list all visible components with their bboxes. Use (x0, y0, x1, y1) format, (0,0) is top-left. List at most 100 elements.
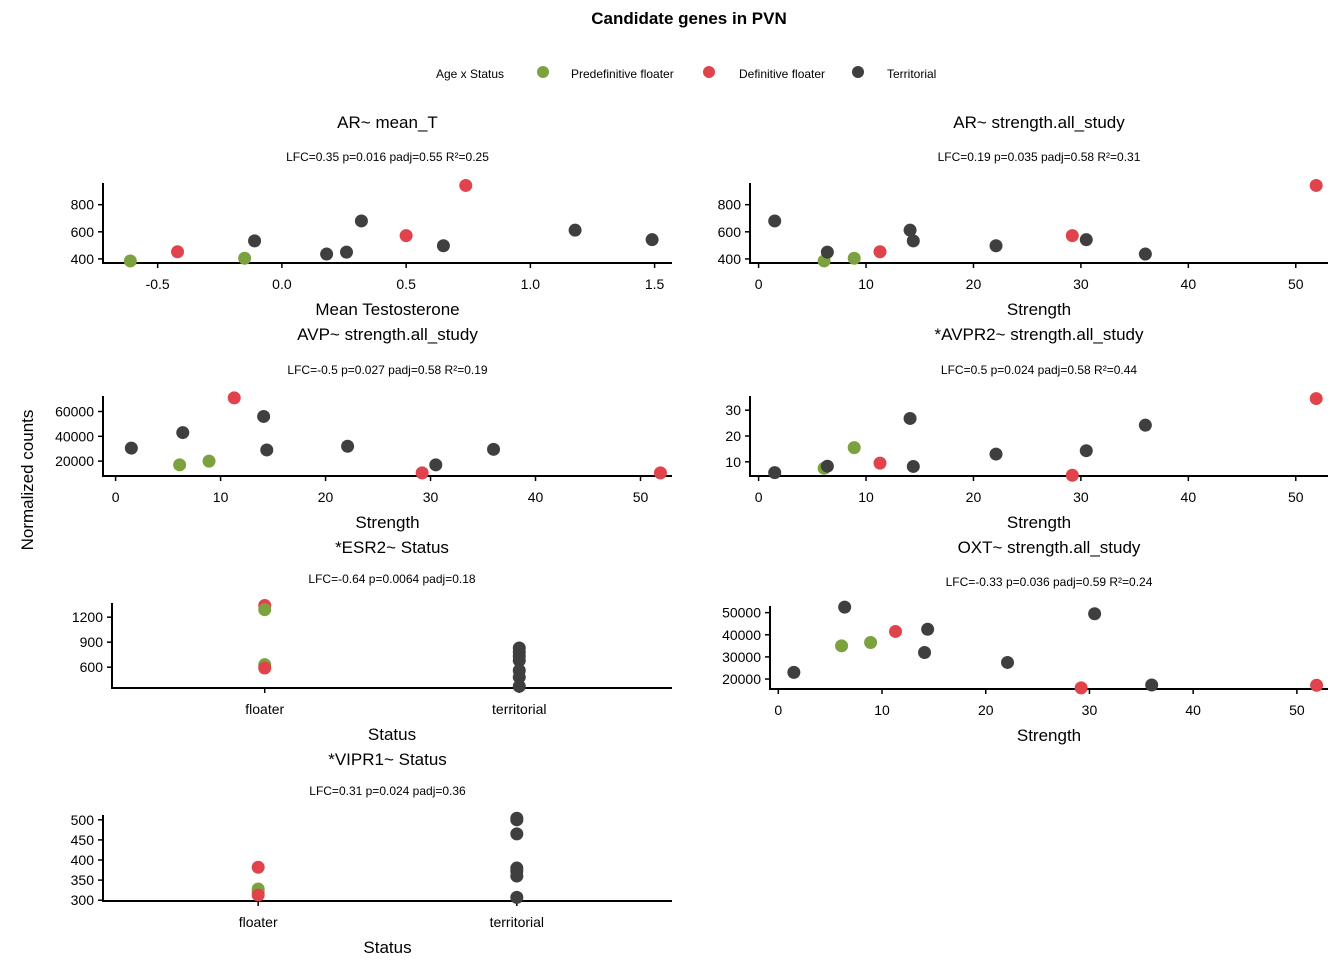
data-point-terr (124, 441, 138, 455)
data-point-def (459, 178, 473, 192)
data-point-terr (989, 239, 1003, 253)
y-tick-label: 800 (718, 197, 742, 213)
x-tick-label: 10 (213, 489, 229, 505)
data-point-terr (1079, 444, 1093, 458)
x-axis-label: Strength (355, 513, 419, 532)
data-point-terr (510, 827, 524, 841)
panel-stats: LFC=0.19 p=0.035 padj=0.58 R²=0.31 (938, 150, 1141, 164)
x-tick-label: 50 (1289, 702, 1305, 718)
data-point-pred (173, 458, 187, 472)
data-point-def (888, 624, 902, 638)
x-tick-label: 10 (858, 489, 874, 505)
panel-stats: LFC=0.35 p=0.016 padj=0.55 R²=0.25 (286, 150, 489, 164)
y-tick-label: 300 (71, 892, 95, 908)
data-point-terr (768, 466, 782, 480)
y-tick-label: 40000 (722, 627, 761, 643)
x-tick-label: 40 (1185, 702, 1201, 718)
data-point-pred (202, 454, 216, 468)
x-tick-label: 0 (774, 702, 782, 718)
data-point-terr (768, 214, 782, 228)
y-tick-label: 600 (71, 224, 95, 240)
y-tick-label: 10 (725, 454, 741, 470)
data-point-terr (921, 622, 935, 636)
y-tick-label: 900 (80, 634, 104, 650)
figure-title: Candidate genes in PVN (591, 9, 787, 28)
data-point-terr (510, 890, 524, 904)
y-tick-label: 600 (80, 659, 104, 675)
data-point-pred (847, 441, 861, 455)
data-point-terr (645, 233, 659, 247)
panel-stats: LFC=-0.5 p=0.027 padj=0.58 R²=0.19 (287, 363, 487, 377)
data-point-terr (989, 447, 1003, 461)
data-point-terr (340, 245, 354, 259)
data-point-terr (320, 247, 334, 261)
x-tick-label: 1.0 (521, 276, 541, 292)
x-tick-label: 0.5 (396, 276, 416, 292)
y-tick-label: 50000 (722, 605, 761, 621)
legend-swatch-predefinitive-floater (537, 66, 549, 78)
data-point-terr (429, 458, 443, 472)
legend: Age x Status Predefinitive floater Defin… (436, 66, 936, 81)
x-tick-label: 0 (755, 276, 763, 292)
data-point-def (227, 391, 241, 405)
data-point-terr (903, 223, 917, 237)
x-axis-label: Strength (1007, 300, 1071, 319)
data-point-pred (238, 251, 252, 265)
data-point-def (873, 245, 887, 259)
y-tick-label: 20000 (722, 671, 761, 687)
panel-stats: LFC=-0.33 p=0.036 padj=0.59 R²=0.24 (946, 575, 1153, 589)
data-point-terr (820, 459, 834, 473)
data-point-def (251, 860, 265, 874)
y-axis-label: Normalized counts (18, 410, 37, 551)
data-point-def (653, 466, 667, 480)
data-point-terr (341, 439, 355, 453)
data-point-terr (1088, 607, 1102, 621)
data-point-terr (787, 665, 801, 679)
x-axis-label: Strength (1017, 726, 1081, 745)
data-point-terr (487, 442, 501, 456)
panel-1: AR~ mean_T LFC=0.35 p=0.016 padj=0.55 R²=… (71, 113, 672, 319)
x-tick-label: 50 (1288, 489, 1304, 505)
panel-title: *VIPR1~ Status (328, 750, 447, 769)
panel-4: *AVPR2~ strength.all_study LFC=0.5 p=0.02… (725, 325, 1328, 532)
y-tick-label: 1200 (72, 609, 103, 625)
panel-stats: LFC=0.31 p=0.024 padj=0.36 (309, 784, 466, 798)
data-point-def (1065, 229, 1079, 243)
data-point-def (171, 245, 185, 259)
data-point-terr (903, 411, 917, 425)
data-point-def (1309, 392, 1323, 406)
x-tick-label: 20 (966, 276, 982, 292)
data-point-terr (176, 426, 190, 440)
data-point-def (251, 888, 265, 902)
y-tick-label: 20 (725, 428, 741, 444)
data-point-terr (906, 234, 920, 248)
data-point-pred (123, 254, 137, 268)
data-point-terr (838, 600, 852, 614)
x-tick-label: territorial (492, 701, 546, 717)
x-tick-label: 0 (755, 489, 763, 505)
data-point-pred (847, 251, 861, 265)
panel-5: *ESR2~ Status LFC=-0.64 p=0.0064 padj=0.1… (72, 538, 672, 744)
y-tick-label: 30 (725, 402, 741, 418)
x-tick-label: 20 (978, 702, 994, 718)
x-tick-label: 1.5 (645, 276, 665, 292)
data-point-terr (1001, 655, 1015, 669)
legend-title: Age x Status (436, 67, 504, 81)
legend-swatch-definitive-floater (703, 66, 715, 78)
data-point-terr (1145, 678, 1159, 692)
x-tick-label: -0.5 (146, 276, 170, 292)
data-point-def (258, 661, 272, 675)
x-tick-label: 40 (1181, 276, 1197, 292)
data-point-terr (260, 443, 274, 457)
x-tick-label: 20 (966, 489, 982, 505)
x-tick-label: 0.0 (272, 276, 292, 292)
legend-swatch-territorial (852, 66, 864, 78)
x-tick-label: 30 (1073, 489, 1089, 505)
data-point-terr (1079, 233, 1093, 247)
x-tick-label: 30 (1073, 276, 1089, 292)
x-axis-label: Strength (1007, 513, 1071, 532)
x-tick-label: 20 (318, 489, 334, 505)
data-point-terr (512, 654, 526, 667)
legend-label-definitive-floater: Definitive floater (739, 67, 825, 81)
